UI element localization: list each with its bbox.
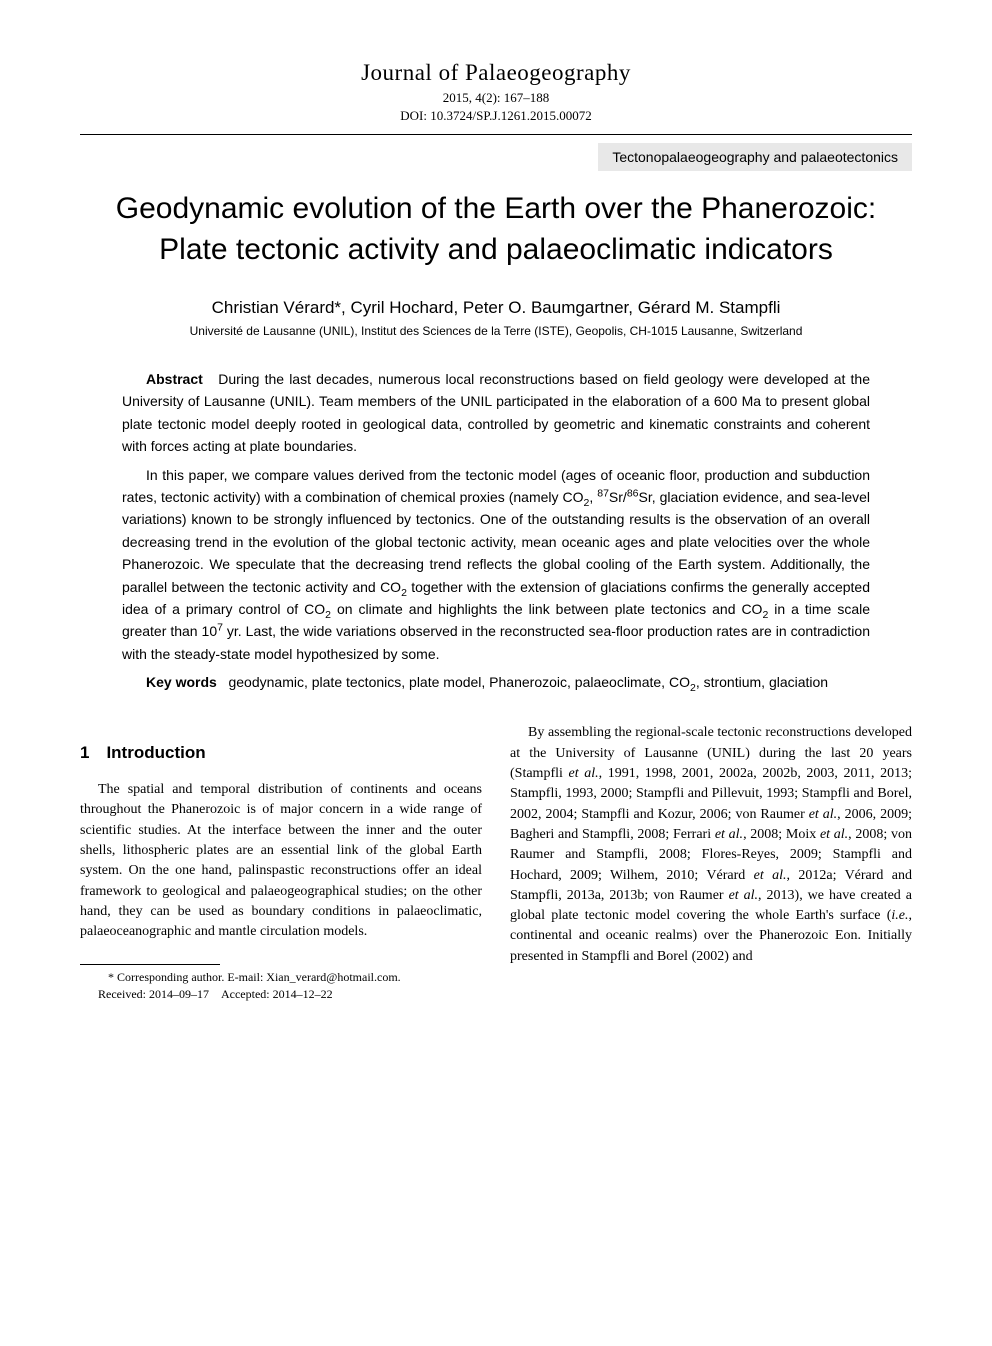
footnote-dates: Received: 2014–09–17 Accepted: 2014–12–2…	[80, 986, 482, 1003]
right-column: By assembling the regional-scale tectoni…	[510, 723, 912, 1003]
intro-left-p1: The spatial and temporal distribution of…	[80, 780, 482, 942]
journal-doi: DOI: 10.3724/SP.J.1261.2015.00072	[80, 108, 912, 124]
abstract-p1-text: During the last decades, numerous local …	[122, 371, 870, 454]
article-title: Geodynamic evolution of the Earth over t…	[80, 189, 912, 270]
rule-top	[80, 134, 912, 135]
journal-name: Journal of Palaeogeography	[80, 60, 912, 86]
journal-issue: 2015, 4(2): 167–188	[80, 90, 912, 106]
intro-right-p1: By assembling the regional-scale tectoni…	[510, 723, 912, 967]
authors: Christian Vérard*, Cyril Hochard, Peter …	[80, 298, 912, 318]
abstract-p2: In this paper, we compare values derived…	[122, 464, 870, 666]
journal-header: Journal of Palaeogeography	[80, 60, 912, 86]
section-1-heading: 1 Introduction	[80, 741, 482, 766]
affiliation: Université de Lausanne (UNIL), Institut …	[80, 324, 912, 338]
footnote-corresponding: * Corresponding author. E-mail: Xian_ver…	[80, 969, 482, 986]
keywords: Key words geodynamic, plate tectonics, p…	[122, 671, 870, 693]
abstract-label: Abstract	[146, 371, 203, 387]
footnote-rule	[80, 964, 220, 965]
category-label: Tectonopalaeogeography and palaeotectoni…	[598, 143, 912, 171]
body-columns: 1 Introduction The spatial and temporal …	[80, 723, 912, 1003]
footnote: * Corresponding author. E-mail: Xian_ver…	[80, 969, 482, 1003]
keywords-label: Key words	[146, 674, 217, 690]
abstract: Abstract During the last decades, numero…	[122, 368, 870, 693]
category-bar: Tectonopalaeogeography and palaeotectoni…	[80, 143, 912, 171]
abstract-p1: Abstract During the last decades, numero…	[122, 368, 870, 458]
page: Journal of Palaeogeography 2015, 4(2): 1…	[0, 0, 992, 1063]
left-column: 1 Introduction The spatial and temporal …	[80, 723, 482, 1003]
